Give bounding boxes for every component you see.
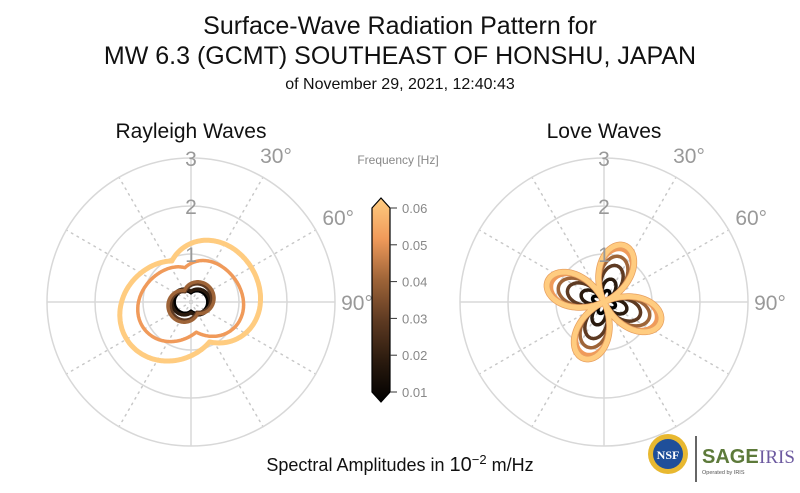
r-tick-label: 3 — [598, 148, 610, 171]
colorbar-label: Frequency [Hz] — [357, 153, 438, 167]
theta-gridline — [603, 301, 730, 375]
r-tick-label: 1 — [185, 244, 197, 267]
x-axis-label-prefix: Spectral Amplitudes in — [266, 455, 450, 475]
x-axis-label-base: 10 — [449, 454, 472, 476]
theta-gridline — [190, 176, 264, 303]
r-gridline — [459, 157, 749, 447]
r-gridline — [507, 205, 701, 399]
series-0.06-hz — [117, 237, 263, 364]
operated-by-iris-text: Operated by IRIS — [702, 470, 745, 476]
colorbar-tick-label: 0.04 — [402, 275, 427, 290]
theta-tick-label: 60° — [322, 207, 354, 230]
theta-tick-label: 90° — [754, 292, 786, 315]
colorbar-tick-label: 0.06 — [402, 201, 427, 216]
x-axis-label-suffix: m/Hz — [486, 455, 534, 475]
series-0.04-hz — [166, 280, 216, 324]
theta-tick-label: 30° — [673, 145, 705, 168]
nsf-logo: NSF — [648, 434, 688, 474]
r-tick-label: 2 — [598, 196, 610, 219]
iris-logo-text: IRIS — [759, 447, 795, 468]
theta-gridline — [531, 301, 605, 428]
theta-gridline — [190, 301, 317, 375]
r-tick-label: 2 — [185, 196, 197, 219]
rayleigh-polar-plot: 1 2 3 30° 60° 90° — [46, 145, 373, 447]
theta-gridline — [531, 176, 605, 303]
theta-gridline — [478, 301, 605, 375]
series-0.05-hz — [136, 258, 246, 344]
nsf-logo-text: NSF — [657, 448, 680, 462]
colorbar-tick-label: 0.03 — [402, 311, 427, 326]
theta-gridline — [478, 229, 605, 303]
nsf-sage-iris-logo: NSF SAGE IRIS Operated by IRIS — [646, 430, 796, 485]
rayleigh-subtitle: Rayleigh Waves — [115, 120, 267, 143]
r-gridline — [142, 253, 240, 351]
theta-gridline — [190, 301, 264, 428]
theta-tick-label: 90° — [341, 292, 373, 315]
theta-gridline — [603, 301, 677, 428]
love-subtitle: Love Waves — [546, 120, 662, 143]
theta-gridline — [603, 176, 677, 303]
x-axis-label-exponent: −2 — [471, 452, 487, 467]
series-0.06-hz — [544, 242, 664, 362]
r-tick-label: 1 — [598, 244, 610, 267]
colorbar-gradient — [371, 197, 391, 403]
theta-gridline — [118, 176, 192, 303]
chart-title-line1: Surface-Wave Radiation Pattern for — [203, 12, 597, 40]
chart-title-line2: MW 6.3 (GCMT) SOUTHEAST OF HONSHU, JAPAN — [103, 42, 697, 70]
r-tick-label: 3 — [185, 148, 197, 171]
colorbar: Frequency [Hz] 0.06 0.05 0.04 0.03 0.02 0.01 — [357, 153, 439, 403]
chart-title-date: of November 29, 2021, 12:40:43 — [285, 76, 515, 93]
r-gridline — [94, 205, 288, 399]
sage-logo-text: SAGE — [702, 446, 759, 468]
colorbar-tick-label: 0.02 — [402, 348, 427, 363]
colorbar-tick-label: 0.05 — [402, 238, 427, 253]
theta-gridline — [603, 229, 730, 303]
r-gridline — [46, 157, 336, 447]
theta-tick-label: 30° — [260, 145, 292, 168]
theta-gridline — [118, 301, 192, 428]
theta-tick-label: 60° — [735, 207, 767, 230]
theta-gridline — [190, 229, 317, 303]
colorbar-tick-label: 0.01 — [402, 385, 427, 400]
theta-gridline — [65, 229, 192, 303]
x-axis-label: Spectral Amplitudes in 10−2 m/Hz — [200, 452, 600, 477]
love-polar-plot: 1 2 3 30° 60° 90° — [459, 145, 786, 447]
